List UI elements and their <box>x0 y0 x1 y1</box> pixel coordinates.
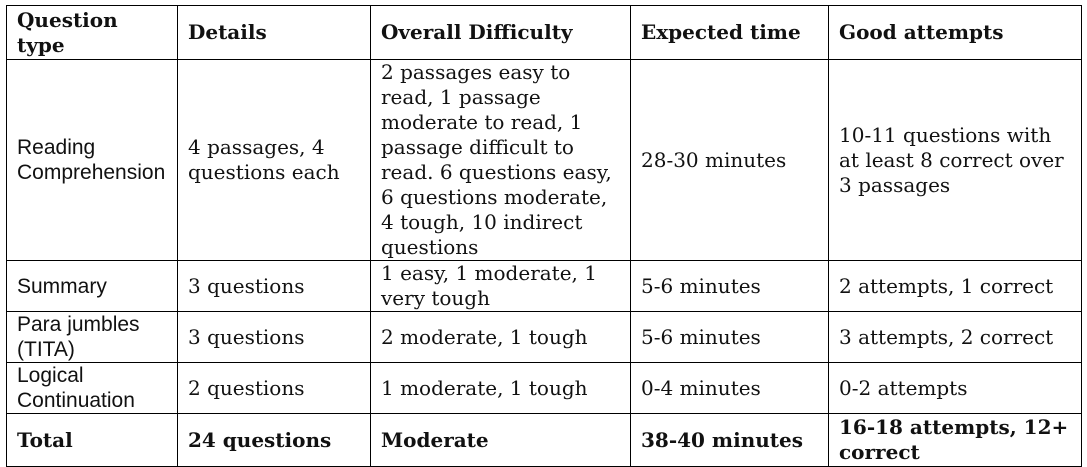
header-expected-time: Expected time <box>630 5 829 60</box>
table-header-row: Question type Details Overall Difficulty… <box>6 5 1082 60</box>
header-good-attempts: Good attempts <box>828 5 1082 60</box>
cell-overall-difficulty: 2 passages easy to read, 1 passage moder… <box>370 59 631 261</box>
cell-expected-time: 5-6 minutes <box>630 260 829 312</box>
cell-overall-difficulty: 2 moderate, 1 tough <box>370 311 631 363</box>
cell-expected-time: 28-30 minutes <box>630 59 829 261</box>
header-details: Details <box>177 5 371 60</box>
cell-details: 4 passages, 4 questions each <box>177 59 371 261</box>
cell-total-label: Total <box>6 413 178 467</box>
cell-details: 3 questions <box>177 311 371 363</box>
cell-question-type: Summary <box>6 260 178 312</box>
cell-question-type: Para jumbles (TITA) <box>6 311 178 363</box>
cell-good-attempts: 2 attempts, 1 correct <box>828 260 1082 312</box>
cell-question-type: Reading Comprehension <box>6 59 178 261</box>
table-row-logical-continuation: Logical Continuation 2 questions 1 moder… <box>6 362 1082 414</box>
cell-question-type: Logical Continuation <box>6 362 178 414</box>
cell-expected-time: 5-6 minutes <box>630 311 829 363</box>
cell-overall-difficulty: 1 moderate, 1 tough <box>370 362 631 414</box>
cell-total-details: 24 questions <box>177 413 371 467</box>
cell-good-attempts: 10-11 questions with at least 8 correct … <box>828 59 1082 261</box>
header-question-type: Question type <box>6 5 178 60</box>
table-row-reading-comprehension: Reading Comprehension 4 passages, 4 ques… <box>6 59 1082 261</box>
table-row-total: Total 24 questions Moderate 38-40 minute… <box>6 413 1082 467</box>
table-row-summary: Summary 3 questions 1 easy, 1 moderate, … <box>6 260 1082 312</box>
section-summary-table: Question type Details Overall Difficulty… <box>6 5 1082 467</box>
cell-expected-time: 0-4 minutes <box>630 362 829 414</box>
cell-overall-difficulty: 1 easy, 1 moderate, 1 very tough <box>370 260 631 312</box>
cell-total-attempts: 16-18 attempts, 12+ correct <box>828 413 1082 467</box>
cell-good-attempts: 0-2 attempts <box>828 362 1082 414</box>
cell-details: 2 questions <box>177 362 371 414</box>
header-overall-difficulty: Overall Difficulty <box>370 5 631 60</box>
cell-details: 3 questions <box>177 260 371 312</box>
cell-total-time: 38-40 minutes <box>630 413 829 467</box>
table-row-para-jumbles: Para jumbles (TITA) 3 questions 2 modera… <box>6 311 1082 363</box>
cell-total-difficulty: Moderate <box>370 413 631 467</box>
cell-good-attempts: 3 attempts, 2 correct <box>828 311 1082 363</box>
